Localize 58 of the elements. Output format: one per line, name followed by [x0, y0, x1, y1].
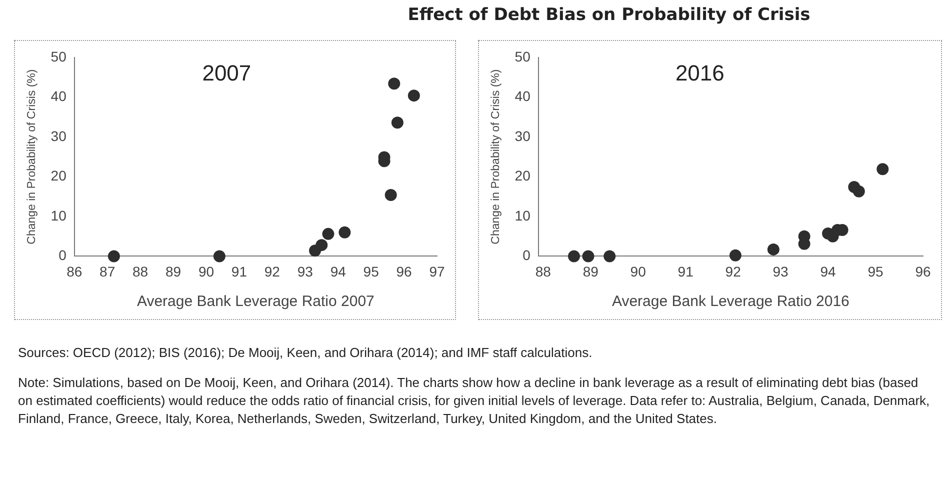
y-axis-title: Change in Probability of Crisis (%) [490, 69, 502, 244]
chart-subtitle: 2007 [202, 60, 252, 86]
point [582, 250, 594, 262]
x-tick-label: 96 [915, 263, 931, 280]
x-tick-label: 92 [725, 263, 742, 280]
x-tick-label: 90 [198, 263, 214, 280]
y-tick-label: 30 [514, 128, 531, 144]
point [729, 249, 742, 262]
x-tick-label: 95 [868, 263, 884, 280]
x-tick-label: 87 [100, 263, 116, 280]
text: Note: Simulations, based on De Mooij, Keen, and Orihara (2014). The charts show how a decline in bank leverage as a result of eliminating debt bias (based on estimated coefficients) would reduce the odds ratio of financial crisis, for given initial levels of leverage. Data refer to: Australia, Belgium, Canada, Denmark, Finland, France, Greece, Italy, Korea, Netherlands, Sweden, Switzerland, Turkey, United Kingdom, and the United States. [18, 374, 931, 428]
x-tick-label: 90 [630, 263, 646, 280]
y-tick-label: 50 [50, 48, 67, 64]
x-tick-label: 91 [678, 263, 694, 280]
x-axis-title: Average Bank Leverage Ratio 2007 [136, 293, 374, 310]
x-axis-title: Average Bank Leverage Ratio 2016 [612, 293, 850, 310]
x-tick-label: 89 [165, 263, 182, 280]
x-tick-label: 93 [772, 263, 789, 280]
y-tick-label: 20 [514, 168, 531, 184]
y-tick-label: 30 [50, 128, 67, 144]
point [384, 188, 397, 201]
point [604, 250, 616, 262]
y-tick-label: 10 [50, 207, 67, 224]
x-tick-label: 88 [132, 263, 148, 280]
x-tick-label: 93 [297, 263, 314, 280]
x-tick-label: 96 [396, 263, 412, 280]
chart-subtitle: 2016 [675, 60, 724, 86]
point [338, 226, 351, 238]
x-tick-label: 92 [264, 263, 280, 280]
y-tick-label: 40 [514, 88, 531, 104]
x-tick-label: 91 [231, 263, 248, 280]
point [322, 228, 334, 240]
y-tick-label: 0 [58, 247, 67, 264]
y-tick-label: 10 [514, 207, 531, 224]
y-tick-label: 50 [514, 48, 531, 64]
x-tick-label: 94 [820, 263, 836, 280]
point [213, 250, 226, 262]
y-tick-label: 0 [522, 247, 531, 264]
point [388, 78, 400, 90]
source-note: Sources: OECD (2012); BIS (2016); De Mooij, Keen, and Orihara (2014); and IMF staff calculations. [18, 344, 594, 362]
chart-title: Effect of Debt Bias on Probability of Crisis [406, 5, 812, 25]
point [852, 185, 865, 198]
x-tick-label: 88 [535, 263, 552, 280]
point [876, 163, 889, 176]
x-tick-label: 89 [582, 263, 599, 280]
point [108, 250, 120, 262]
point [767, 243, 780, 256]
y-axis-title: Change in Probability of Crisis (%) [26, 69, 38, 244]
x-tick-label: 86 [66, 263, 82, 280]
x-tick-label: 97 [429, 263, 445, 280]
point [391, 116, 404, 129]
y-tick-label: 40 [50, 88, 67, 104]
point [568, 250, 580, 262]
x-tick-label: 95 [363, 263, 380, 280]
x-tick-label: 94 [330, 263, 346, 280]
point [408, 90, 420, 102]
y-tick-label: 20 [50, 168, 67, 184]
point [316, 239, 328, 252]
